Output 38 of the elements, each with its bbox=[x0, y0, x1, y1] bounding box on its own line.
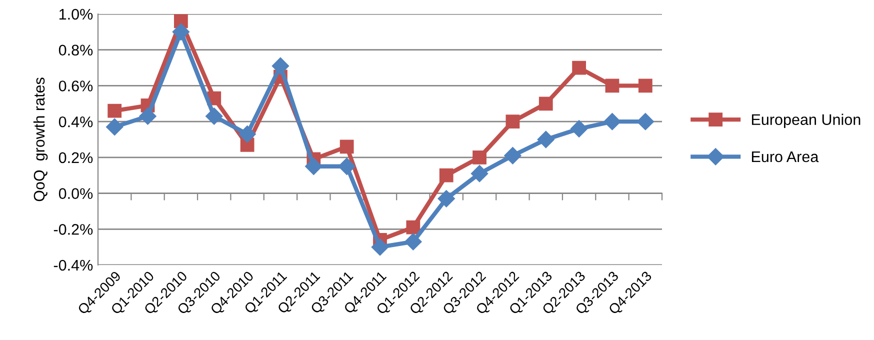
point bbox=[604, 113, 621, 130]
point bbox=[108, 104, 122, 118]
point bbox=[338, 158, 356, 175]
point bbox=[340, 140, 354, 154]
point bbox=[404, 233, 422, 250]
y-tick-label: -0.4% bbox=[54, 260, 93, 271]
point bbox=[406, 220, 420, 234]
point bbox=[172, 23, 190, 40]
y-axis-title: QoQ growth rates bbox=[33, 78, 48, 202]
point bbox=[506, 114, 520, 129]
point bbox=[106, 118, 124, 136]
point bbox=[472, 150, 486, 164]
point bbox=[572, 60, 586, 75]
legend-label: European Union bbox=[752, 114, 860, 128]
point bbox=[305, 158, 322, 175]
y-tick-label: 0.8% bbox=[58, 44, 93, 56]
y-tick-label: 0.0% bbox=[58, 188, 93, 199]
point bbox=[605, 78, 620, 93]
y-tick-label: 1.0% bbox=[59, 8, 93, 20]
point bbox=[636, 113, 654, 130]
y-tick-label: -0.2% bbox=[54, 224, 93, 235]
point bbox=[538, 96, 553, 111]
point bbox=[139, 108, 156, 125]
point bbox=[638, 78, 652, 93]
point bbox=[238, 126, 256, 143]
legend-label: Euro Area bbox=[752, 152, 819, 162]
point bbox=[438, 190, 455, 208]
y-tick-label: 0.2% bbox=[58, 152, 93, 164]
point bbox=[371, 238, 389, 256]
point bbox=[570, 120, 588, 138]
point bbox=[504, 147, 522, 164]
y-tick-label: 0.6% bbox=[58, 80, 93, 92]
point bbox=[272, 57, 290, 75]
point bbox=[537, 130, 554, 148]
point bbox=[206, 108, 223, 125]
y-tick-label: 0.4% bbox=[58, 116, 93, 128]
point bbox=[470, 165, 488, 182]
point bbox=[439, 168, 454, 182]
